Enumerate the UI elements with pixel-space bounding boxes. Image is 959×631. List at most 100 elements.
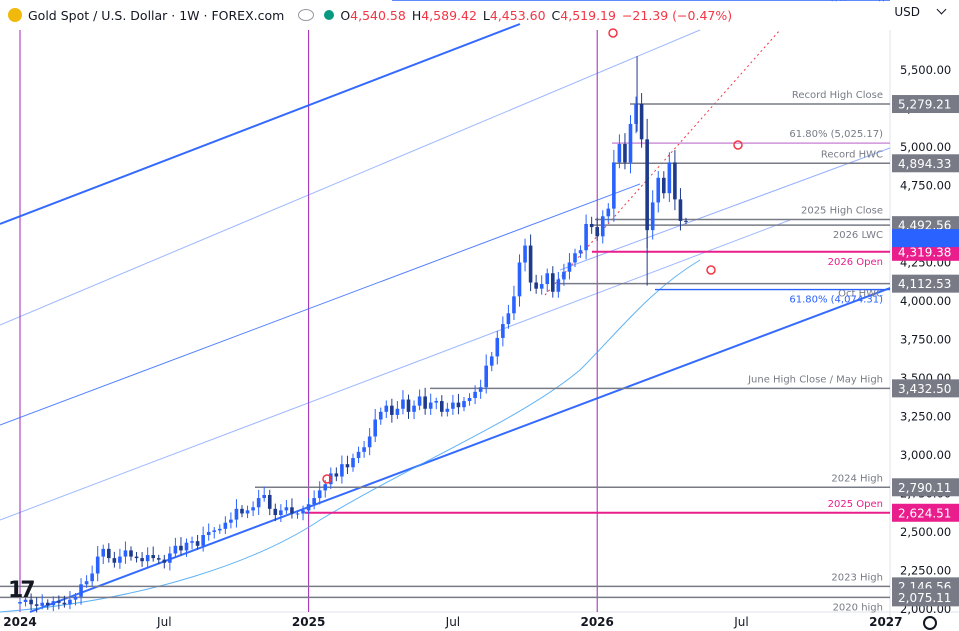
y-tick-12: 5,000.00: [900, 140, 951, 154]
candle-body-34: [206, 531, 211, 536]
price-tag-5: 4,319.38: [898, 245, 951, 259]
candle-body-97: [556, 279, 561, 292]
ohlc-change: −21.39 (−0.47%): [621, 7, 733, 23]
candle-body-42: [251, 507, 255, 511]
price-tag-bg-0: [892, 95, 959, 114]
candle-body-22: [140, 558, 144, 562]
tradingview-logo[interactable]: 17: [8, 578, 36, 603]
candle-body-58: [340, 464, 344, 477]
candle-body-3: [34, 604, 39, 606]
candle-body-6: [51, 601, 56, 606]
candle-body-11: [79, 584, 83, 597]
candle-body-90: [517, 262, 522, 297]
x-tick-5: Jul: [733, 615, 748, 629]
candle-body-13: [90, 573, 94, 582]
x-tick-0: 2024: [3, 615, 36, 629]
candle-body-89: [512, 296, 516, 314]
fib-261-label: 261.80% (5,520.05): [782, 0, 882, 3]
candle-body-41: [245, 510, 250, 514]
candle-body-92: [528, 245, 533, 283]
candle-body-28: [173, 545, 178, 554]
candle-body-30: [184, 542, 189, 551]
candle-body-65: [378, 411, 383, 420]
candle-body-23: [145, 555, 150, 562]
candle-body-19: [123, 550, 128, 557]
channel-mid-4: [559, 147, 891, 271]
candle-body-105: [600, 216, 605, 237]
currency-selector[interactable]: USD: [894, 5, 945, 19]
eye-icon[interactable]: [298, 9, 315, 21]
candle-body-74: [428, 402, 433, 409]
candle-body-96: [551, 273, 555, 292]
ref-label-1: 61.80% (5,025.17): [789, 129, 883, 140]
candle-body-94: [539, 284, 544, 289]
ref-label-5: 2026 Open: [828, 257, 883, 268]
candle-body-64: [373, 419, 377, 437]
ref-label-11: 2023 High: [831, 572, 883, 583]
moving-average-line: [0, 259, 701, 613]
candle-body-18: [118, 556, 122, 563]
candle-body-10: [73, 596, 78, 600]
candle-body-84: [484, 365, 488, 388]
candle-body-95: [545, 273, 550, 285]
y-tick-2: 2,500.00: [900, 525, 951, 539]
candle-body-27: [168, 553, 172, 563]
candle-body-21: [134, 556, 139, 559]
candle-body-88: [506, 313, 511, 325]
candle-body-103: [589, 224, 594, 228]
candle-body-75: [434, 401, 439, 403]
market-status-icon: [324, 10, 335, 20]
y-tick-4: 3,000.00: [900, 448, 951, 462]
candle-body-67: [390, 405, 394, 415]
candle-body-60: [351, 458, 355, 468]
candle-body-83: [478, 387, 483, 392]
pivot-marker-1: [733, 140, 743, 150]
candle-body-106: [606, 208, 611, 217]
price-tag-bg-6: [892, 274, 959, 293]
y-tick-14: 5,500.00: [900, 63, 951, 77]
candle-body-33: [201, 535, 205, 546]
pivot-marker-0: [608, 28, 618, 38]
candle-body-101: [578, 250, 583, 254]
candle-body-99: [567, 262, 572, 272]
candle-body-116: [662, 177, 666, 194]
pivot-marker-3: [322, 474, 332, 484]
candle-body-120: [684, 220, 688, 222]
candle-body-29: [179, 545, 183, 551]
price-tag-12: 2,075.11: [898, 591, 951, 605]
price-tag-9: 2,790.11: [898, 481, 951, 495]
last-price-tag-bg: [892, 229, 959, 248]
candle-body-68: [395, 408, 400, 415]
candle-body-16: [107, 548, 111, 559]
candle-body-79: [456, 402, 461, 408]
candle-body-38: [229, 519, 233, 523]
candle-body-15: [101, 548, 106, 557]
price-tag-bg-8: [892, 379, 959, 398]
candle-body-73: [423, 396, 427, 409]
channel-lower: [29, 287, 891, 613]
candle-body-44: [262, 494, 266, 499]
price-tag-0: 5,279.21: [898, 98, 951, 112]
x-tick-2: 2025: [292, 615, 325, 629]
candle-body-47: [279, 510, 283, 515]
ohlc-open-label: O: [340, 7, 351, 23]
candle-body-93: [534, 282, 538, 289]
candle-body-4: [40, 602, 44, 606]
candle-body-110: [628, 123, 633, 163]
candle-body-1: [23, 599, 28, 602]
candle-body-109: [623, 143, 627, 163]
candle-body-57: [334, 473, 339, 477]
candle-body-37: [223, 522, 228, 529]
settings-gear-icon[interactable]: [923, 616, 937, 630]
candle-body-100: [573, 253, 577, 263]
ref-label-4: 2026 LWC: [833, 230, 883, 241]
chart-header: Gold Spot / U.S. Dollar · 1W · FOREX.com…: [0, 0, 890, 30]
candle-body-54: [317, 490, 322, 499]
symbol-title[interactable]: Gold Spot / U.S. Dollar · 1W · FOREX.com: [28, 7, 285, 23]
candle-body-81: [467, 397, 472, 402]
candle-body-107: [612, 162, 616, 209]
ref-label-7: 61.80% (4,074.31): [789, 295, 883, 306]
candle-body-0: [18, 601, 22, 604]
candle-body-113: [645, 139, 649, 231]
